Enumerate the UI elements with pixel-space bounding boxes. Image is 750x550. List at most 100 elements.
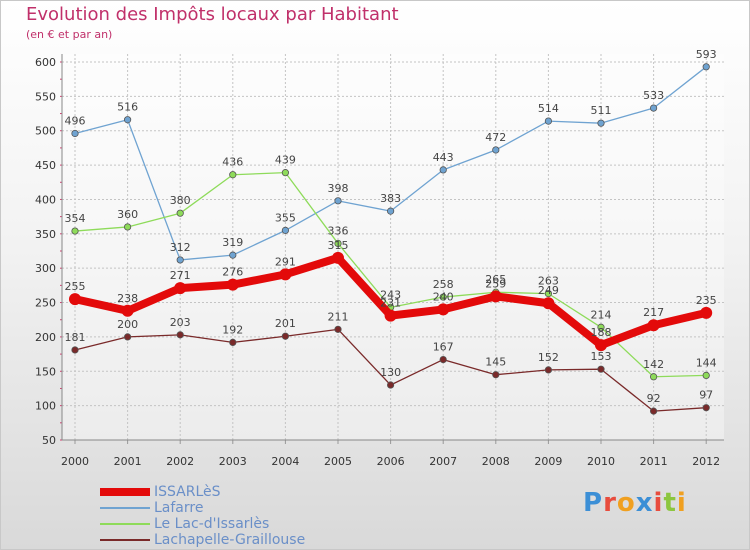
data-point [386,207,395,215]
y-tick-label: 550 [35,90,56,103]
x-tick-label: 2012 [692,455,720,468]
legend: ISSARLèS Lafarre Le Lac-d'Issarlès Lacha… [100,484,305,548]
y-tick-label: 450 [35,159,56,172]
logo-letter: P [583,488,604,518]
y-tick-label: 200 [35,331,56,344]
logo-letter: r [603,488,617,518]
data-point [647,319,660,332]
y-tick-label: 100 [35,400,56,413]
data-point [334,239,342,248]
data-label: 153 [591,350,612,363]
data-label: 217 [643,306,664,319]
data-point [124,116,132,124]
logo-letter: i [653,488,664,518]
data-point [69,293,81,306]
data-label: 360 [117,208,138,221]
data-label: 258 [433,278,454,291]
data-label: 203 [170,316,191,329]
data-point [702,63,710,71]
data-point [71,129,79,138]
data-label: 145 [485,356,506,369]
data-point [492,371,500,379]
data-label: 312 [170,241,191,254]
data-label: 380 [170,194,191,207]
data-label: 92 [647,392,661,405]
data-point [649,104,658,112]
data-point [174,282,187,295]
x-tick-label: 2010 [587,455,615,468]
data-label: 336 [328,224,349,237]
data-label: 443 [433,151,454,164]
data-label: 152 [538,351,559,364]
data-label: 533 [643,89,664,102]
data-point [281,169,289,177]
chart-subtitle: (en € et par an) [26,28,113,41]
y-tick-label: 150 [35,365,56,378]
x-tick-label: 2003 [219,455,247,468]
data-point [544,117,553,125]
data-point [176,256,184,264]
y-tick-label: 250 [35,297,56,310]
data-point [544,290,553,298]
data-point [332,251,344,264]
data-point [71,227,79,235]
data-label: 188 [591,326,612,339]
legend-label: Le Lac-d'Issarlès [154,516,270,532]
x-tick-label: 2011 [640,455,668,468]
data-label: 167 [433,341,454,354]
data-label: 276 [222,266,243,279]
data-point [229,251,237,259]
data-label: 249 [538,284,559,297]
data-point [544,366,553,374]
data-label: 315 [328,239,349,252]
legend-item-le-lac-d-issarles: Le Lac-d'Issarlès [100,516,305,532]
data-label: 436 [222,156,243,169]
data-point [229,338,237,347]
data-point [702,404,710,412]
data-label: 231 [380,297,401,310]
y-tick-label: 400 [35,193,56,206]
data-point [439,166,447,174]
data-point [124,333,132,341]
data-point [439,293,447,301]
data-label: 472 [485,131,506,144]
data-point [229,171,237,179]
data-label: 354 [65,212,86,225]
logo-letter: t [663,488,677,518]
data-point [492,146,500,154]
data-label: 516 [117,101,138,114]
data-label: 593 [696,48,717,61]
data-label: 514 [538,102,559,115]
data-label: 201 [275,317,296,330]
data-label: 243 [380,288,401,301]
data-label: 97 [699,389,713,402]
data-label: 192 [222,323,243,336]
data-point [700,306,713,319]
data-point [176,209,184,217]
plot-area [62,54,724,440]
data-point [702,371,710,379]
x-tick-label: 2004 [271,455,299,468]
legend-swatch [100,488,150,496]
data-label: 398 [328,182,349,195]
data-label: 319 [222,236,243,249]
x-tick-label: 2000 [61,455,89,468]
proxiti-logo: Proxiti [583,488,687,518]
y-tick-label: 600 [35,56,56,69]
chart-title: Evolution des Impôts locaux par Habitant [26,4,399,25]
data-label: 355 [275,211,296,224]
logo-letter: x [635,488,654,518]
x-tick-label: 2007 [429,455,457,468]
y-tick-label: 300 [35,262,56,275]
data-point [542,297,555,310]
y-tick-label: 350 [35,228,56,241]
data-point [176,331,184,339]
data-point [281,332,289,340]
data-label: 235 [696,294,717,307]
legend-label: ISSARLèS [154,484,221,500]
legend-swatch [100,507,150,509]
data-label: 259 [485,277,506,290]
data-label: 291 [275,255,296,268]
legend-label: Lachapelle-Graillouse [154,532,306,548]
